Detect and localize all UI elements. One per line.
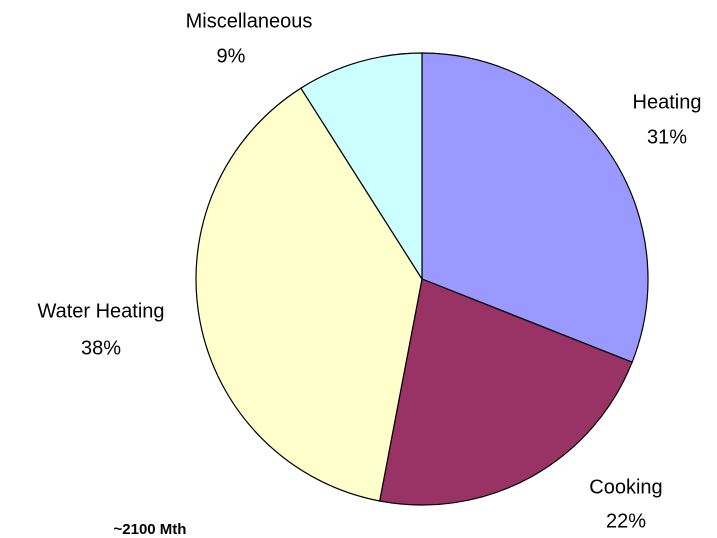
slice-value-label: 31% (647, 126, 687, 148)
slice-label: Miscellaneous (186, 10, 313, 32)
pie-slice (421, 52, 649, 363)
pie-slice (300, 52, 423, 282)
slice-value-label: 22% (606, 510, 646, 532)
slice-value-label: 9% (217, 45, 246, 67)
pie-slice (195, 87, 423, 502)
slice-label: Cooking (589, 476, 662, 498)
annotation: ~2100 Mth (114, 521, 187, 538)
slice-label: Heating (633, 91, 702, 113)
slice-value-label: 38% (81, 337, 121, 359)
slice-label: Water Heating (37, 300, 164, 322)
pie-slice (378, 278, 633, 506)
